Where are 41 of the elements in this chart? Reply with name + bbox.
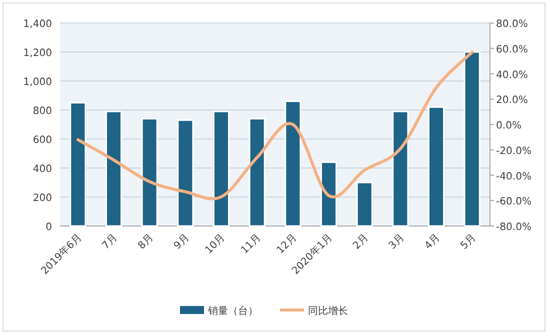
- x-tick-label: 4月: [422, 232, 442, 252]
- y2-tick-label: -60.0%: [496, 196, 532, 208]
- y-tick-label: 0: [46, 222, 52, 233]
- x-tick-label: 11月: [239, 232, 264, 256]
- bar: [428, 106, 445, 227]
- legend-label: 销量（台）: [207, 305, 258, 317]
- bar: [212, 110, 230, 227]
- y2-tick-label: 60.0%: [496, 44, 528, 56]
- y-tick-label: 200: [32, 193, 52, 204]
- y2-tick-label: 0.0%: [496, 120, 522, 132]
- y2-tick-label: 80.0%: [496, 19, 528, 30]
- x-tick-label: 8月: [136, 232, 156, 252]
- x-tick-label: 10月: [203, 232, 228, 256]
- x-tick-label: 3月: [387, 232, 407, 252]
- bar: [320, 161, 338, 227]
- x-tick-label: 2月: [351, 232, 371, 252]
- bar: [392, 110, 409, 227]
- y-tick-label: 1,400: [23, 19, 52, 30]
- bar: [284, 100, 302, 227]
- bar: [105, 110, 122, 227]
- bar: [248, 118, 266, 227]
- legend-label: 同比增长: [308, 305, 348, 317]
- y2-tick-label: -40.0%: [496, 171, 532, 182]
- y-tick-label: 1,000: [23, 77, 52, 88]
- x-tick-label: 12月: [275, 232, 300, 256]
- y-tick-label: 400: [32, 164, 52, 175]
- y2-tick-label: -20.0%: [496, 146, 532, 157]
- bar: [464, 51, 480, 227]
- bar: [177, 119, 194, 227]
- y-tick-label: 600: [32, 135, 52, 146]
- x-tick-label: 7月: [100, 232, 120, 252]
- bar: [70, 102, 86, 227]
- y-tick-label: 800: [32, 106, 52, 117]
- x-tick-label: 5月: [458, 232, 478, 252]
- y-tick-label: 1,200: [23, 48, 52, 59]
- bar: [356, 182, 373, 227]
- x-tick-label: 9月: [172, 232, 192, 252]
- y2-tick-label: -80.0%: [496, 222, 532, 233]
- bar: [141, 118, 158, 227]
- y2-tick-label: 20.0%: [496, 95, 528, 106]
- y2-tick-label: 40.0%: [496, 70, 528, 81]
